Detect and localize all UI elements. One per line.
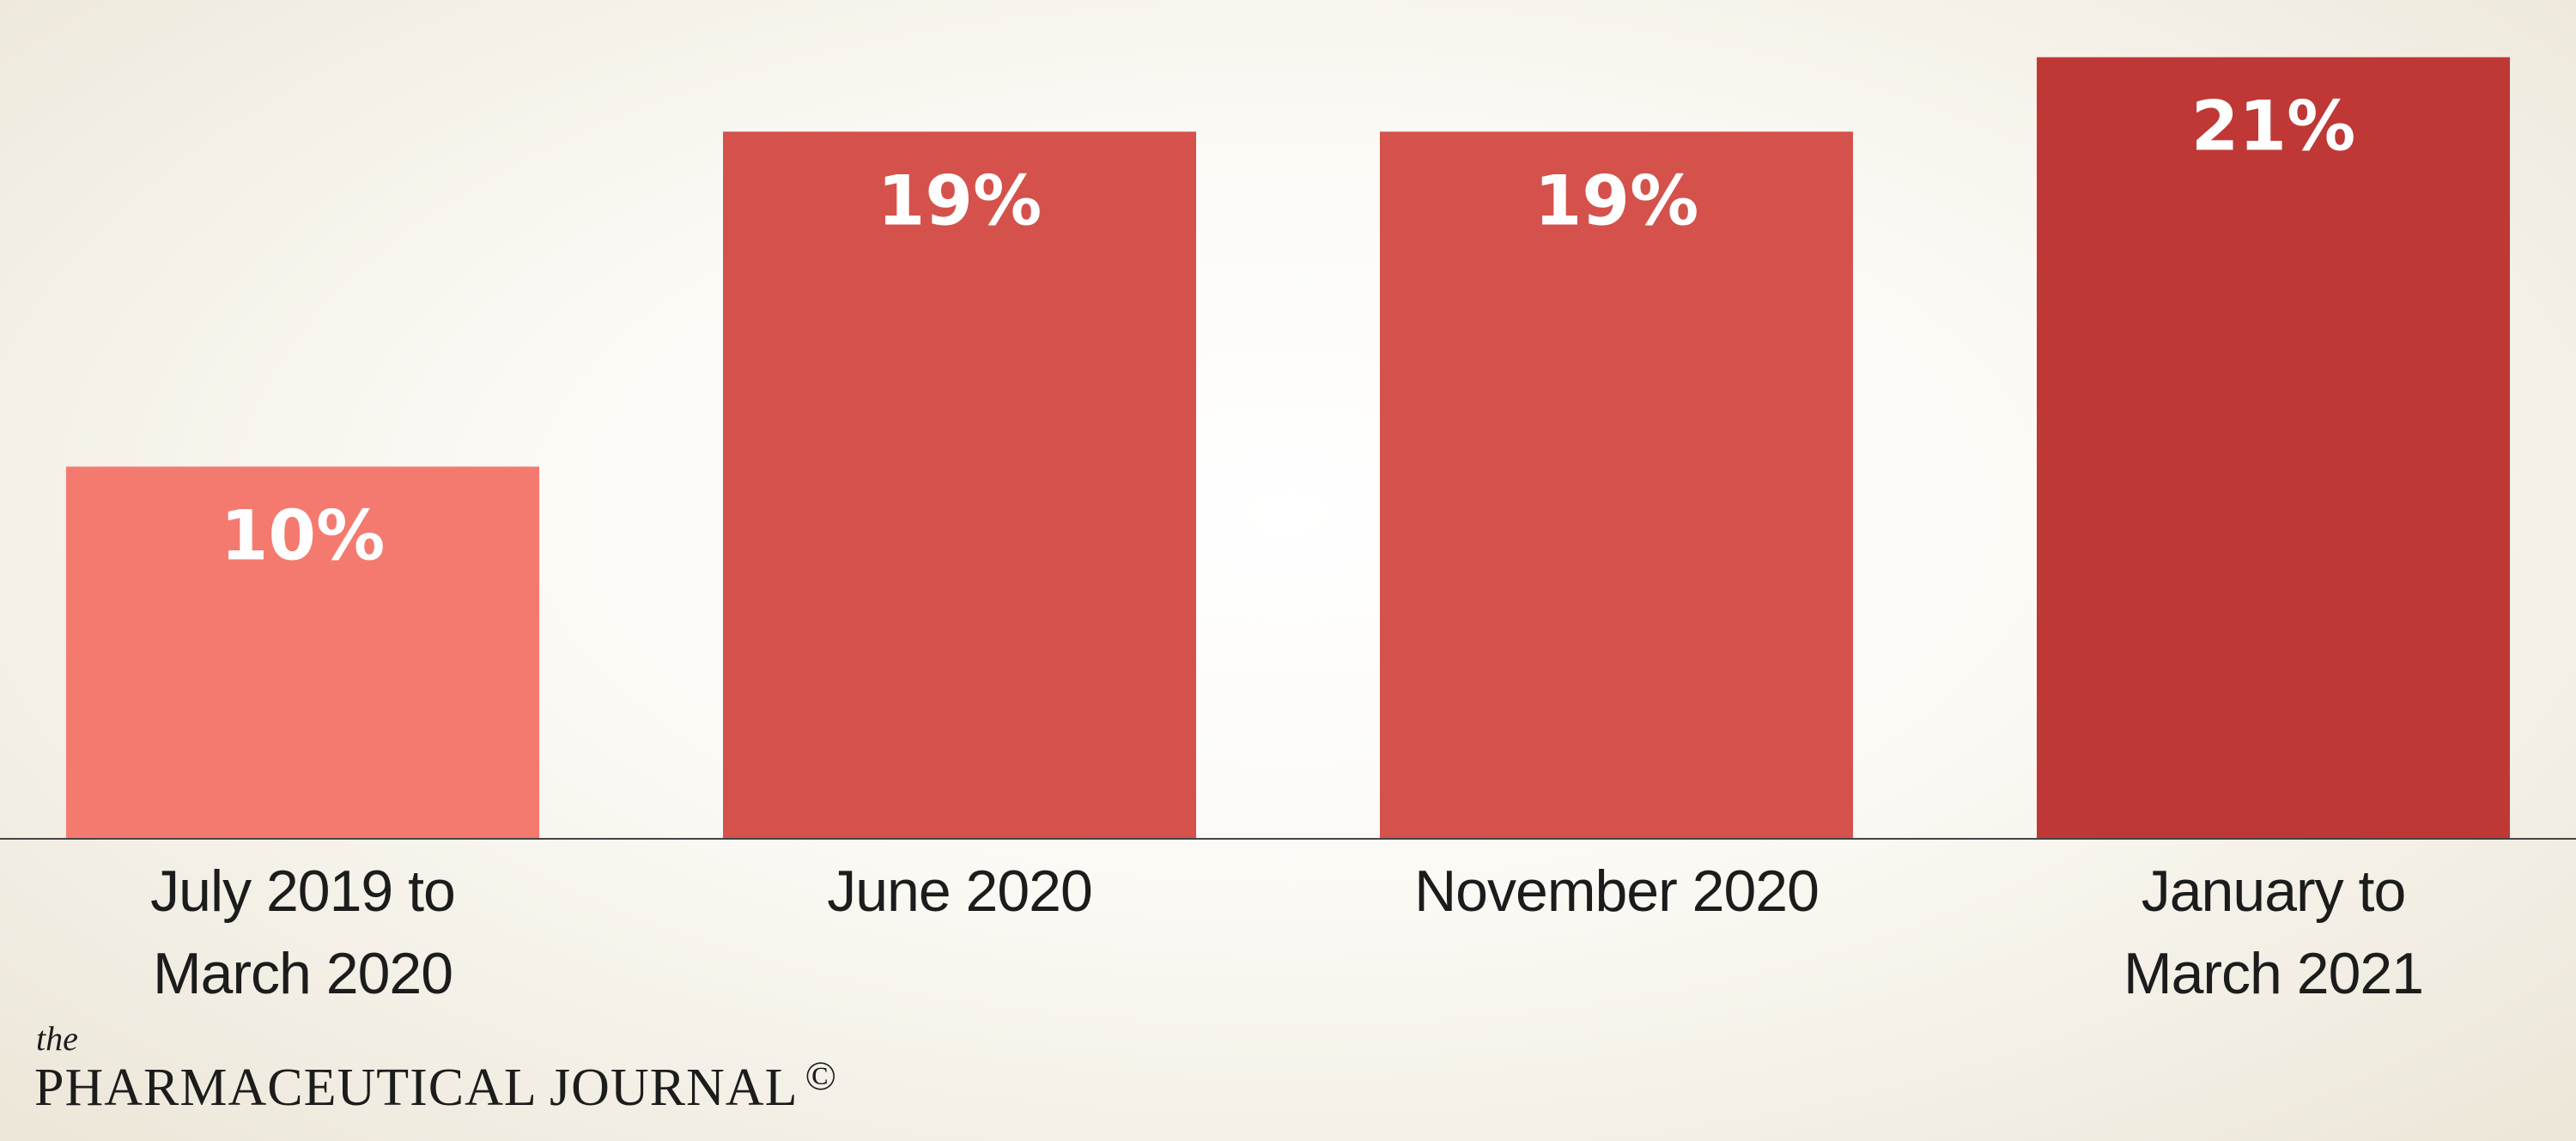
- x-tick-label: June 2020: [827, 859, 1093, 924]
- value-label: 19%: [1534, 161, 1698, 240]
- x-tick-label: July 2019 to March 2020: [150, 859, 456, 1006]
- x-tick-label: January to March 2021: [2123, 859, 2424, 1006]
- bar: [723, 131, 1196, 840]
- value-label: 19%: [878, 161, 1042, 240]
- logo-name: PHARMACEUTICAL JOURNAL: [34, 1059, 799, 1117]
- logo-mark: ©: [805, 1053, 837, 1099]
- value-label: 10%: [221, 495, 385, 575]
- bar: [66, 466, 539, 839]
- logo-prefix: the: [36, 1019, 78, 1058]
- value-label: 21%: [2191, 87, 2355, 167]
- bar: [2037, 57, 2510, 839]
- bar: [1380, 131, 1853, 840]
- logo: PHARMACEUTICAL JOURNAL ©: [34, 1053, 837, 1119]
- x-tick-label: November 2020: [1414, 859, 1820, 924]
